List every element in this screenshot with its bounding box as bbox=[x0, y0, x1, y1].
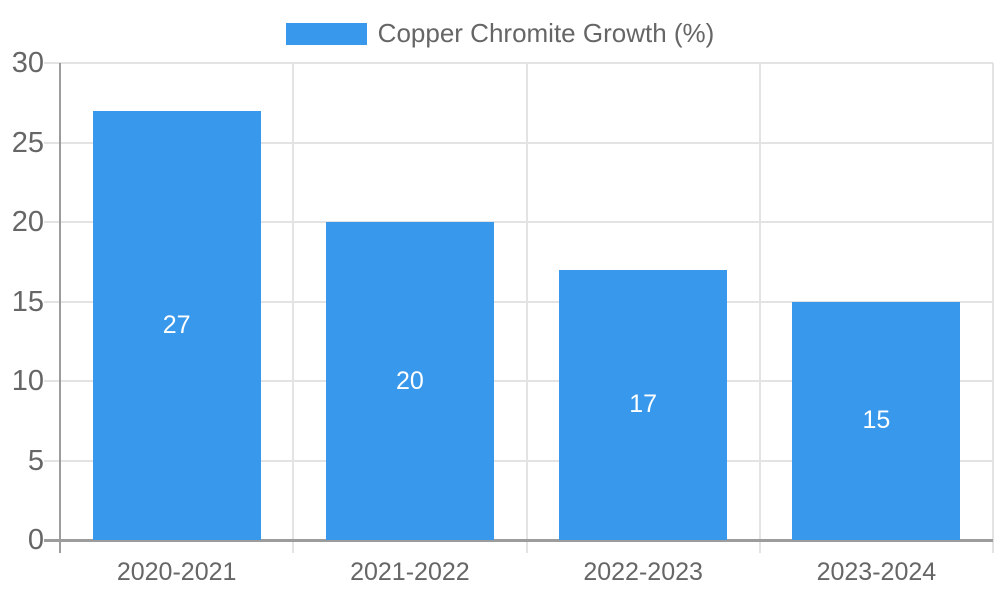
y-tick-mark bbox=[44, 300, 60, 303]
legend-item[interactable]: Copper Chromite Growth (%) bbox=[285, 18, 715, 49]
y-tick-label: 10 bbox=[11, 365, 44, 397]
x-gridline bbox=[992, 63, 994, 553]
x-tick-label: 2022-2023 bbox=[583, 558, 703, 586]
bar: 17 bbox=[559, 269, 728, 540]
y-tick-mark bbox=[44, 459, 60, 462]
bar-value-label: 20 bbox=[395, 366, 424, 395]
bar: 27 bbox=[92, 110, 261, 540]
y-tick-label: 5 bbox=[27, 444, 44, 477]
legend-swatch bbox=[285, 22, 367, 45]
y-tick-label: 0 bbox=[27, 524, 44, 556]
legend-label: Copper Chromite Growth (%) bbox=[377, 18, 715, 48]
bar-value-label: 17 bbox=[629, 390, 658, 419]
y-tick-mark bbox=[44, 221, 60, 223]
y-tick-label: 15 bbox=[11, 285, 44, 318]
y-tick-mark bbox=[44, 141, 60, 144]
x-tick-label: 2020-2021 bbox=[116, 558, 237, 586]
y-tick-label: 25 bbox=[11, 126, 44, 159]
legend: Copper Chromite Growth (%) bbox=[0, 18, 1000, 49]
y-axis-line bbox=[59, 63, 61, 553]
bar-value-label: 27 bbox=[162, 310, 191, 339]
y-tick-label: 30 bbox=[11, 47, 44, 79]
y-tick-mark bbox=[44, 380, 60, 382]
x-gridline bbox=[525, 63, 528, 553]
y-tick-mark bbox=[44, 62, 60, 64]
x-tick-label: 2023-2024 bbox=[816, 558, 937, 586]
bar-value-label: 15 bbox=[862, 406, 891, 435]
x-axis-line bbox=[44, 539, 993, 542]
x-gridline bbox=[758, 63, 761, 553]
bar: 15 bbox=[792, 301, 961, 540]
x-tick-label: 2021-2022 bbox=[350, 558, 470, 586]
bar: 20 bbox=[325, 222, 494, 540]
y-tick-label: 20 bbox=[11, 206, 44, 238]
x-gridline bbox=[292, 63, 295, 553]
